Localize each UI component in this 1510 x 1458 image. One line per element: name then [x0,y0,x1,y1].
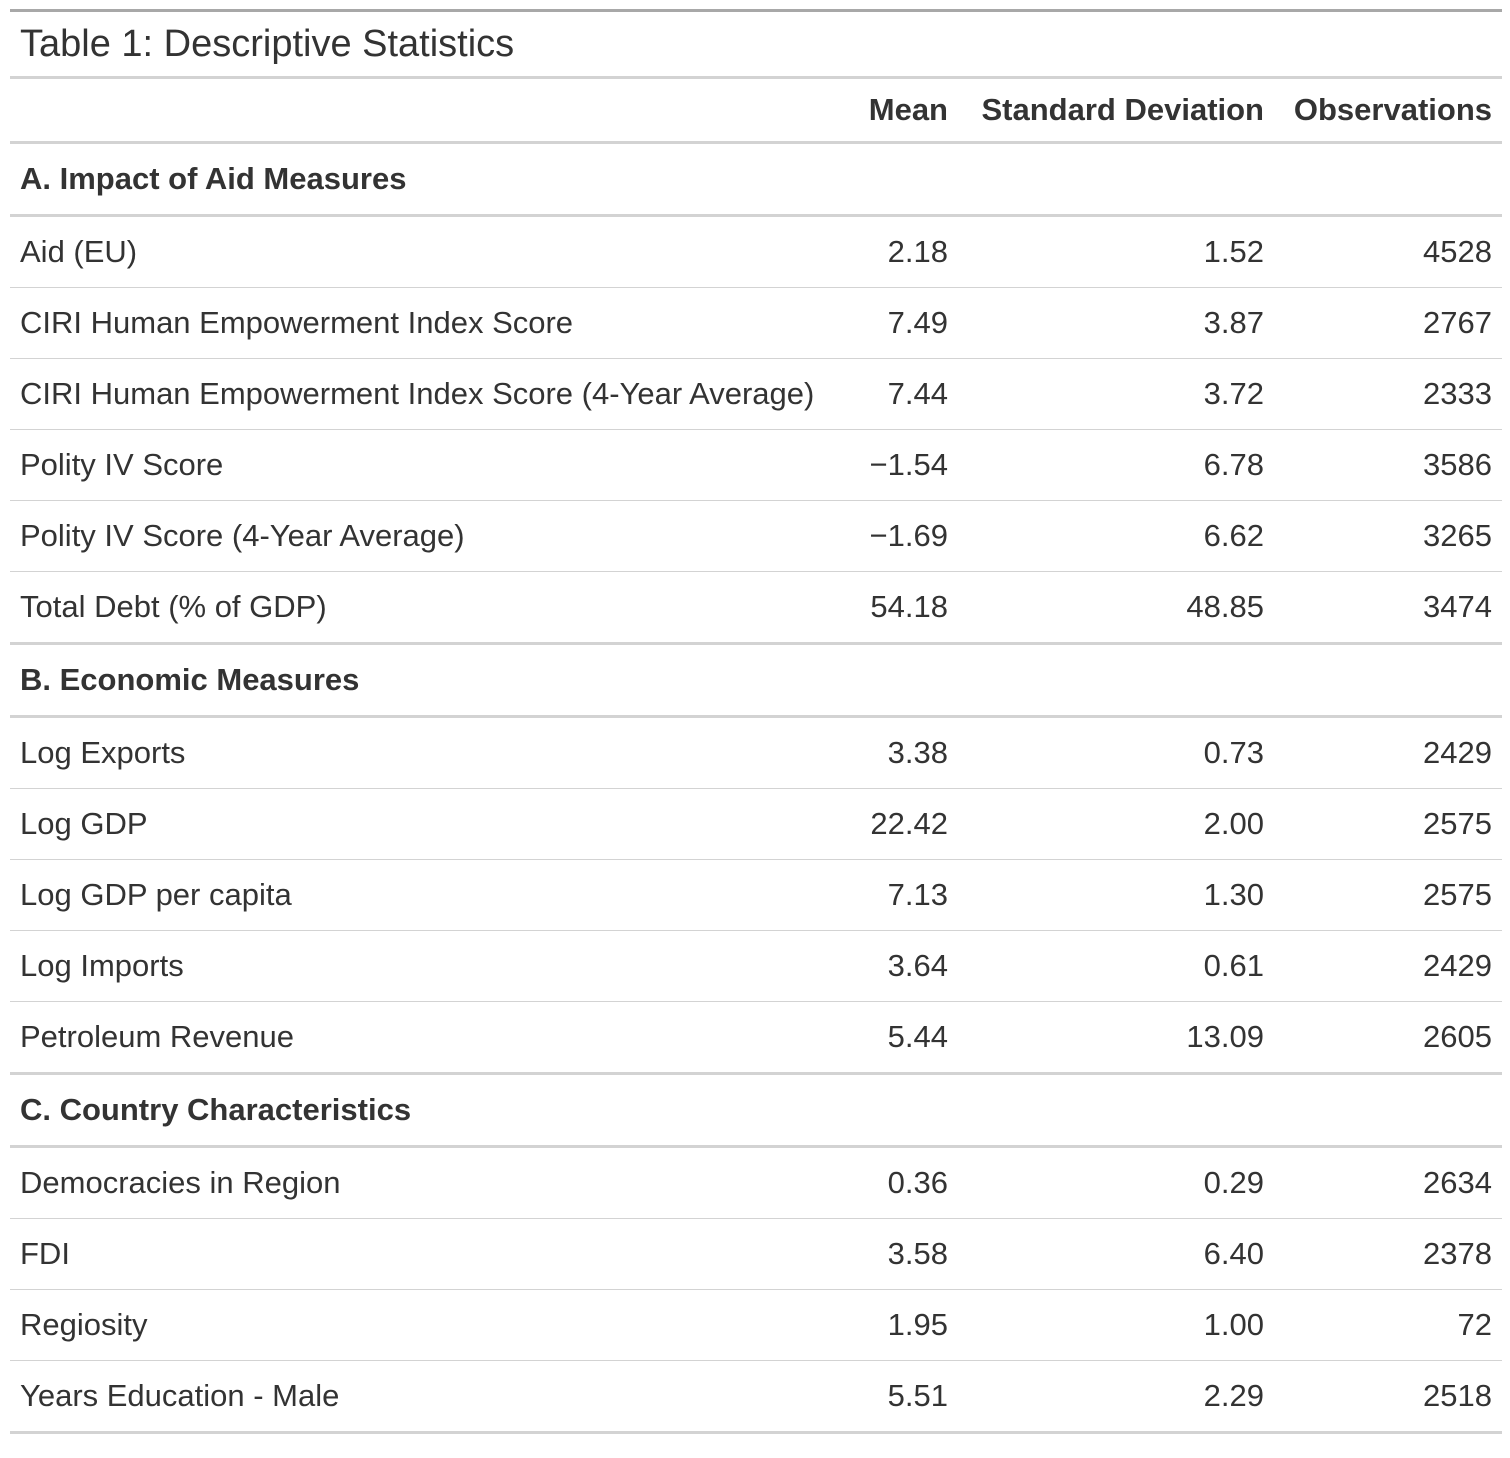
table-title: Table 1: Descriptive Statistics [10,10,1502,79]
cell-mean: 54.18 [848,571,958,644]
table-title-row: Table 1: Descriptive Statistics [10,10,1502,79]
table-row: Years Education - Male 5.51 2.29 2518 [10,1360,1502,1434]
table-row: Petroleum Revenue 5.44 13.09 2605 [10,1001,1502,1074]
table-row: Aid (EU) 2.18 1.52 4528 [10,215,1502,288]
cell-mean: 7.49 [848,287,958,359]
row-label: Log Exports [10,716,848,789]
cell-observations: 3474 [1274,571,1502,644]
column-header-row: Mean Standard Deviation Observations [10,77,1502,144]
cell-observations: 2378 [1274,1218,1502,1290]
cell-observations: 3265 [1274,500,1502,572]
cell-observations: 3586 [1274,429,1502,501]
row-label: Democracies in Region [10,1146,848,1219]
cell-standard-deviation: 1.30 [958,859,1274,931]
table-row: Democracies in Region 0.36 0.29 2634 [10,1146,1502,1219]
table-row: Polity IV Score −1.54 6.78 3586 [10,429,1502,501]
row-label: Log GDP per capita [10,859,848,931]
cell-mean: 3.64 [848,930,958,1002]
cell-mean: 7.13 [848,859,958,931]
row-label: Petroleum Revenue [10,1001,848,1074]
cell-mean: 3.38 [848,716,958,789]
cell-standard-deviation: 6.62 [958,500,1274,572]
cell-observations: 2634 [1274,1146,1502,1219]
table-row: Polity IV Score (4-Year Average) −1.69 6.6… [10,500,1502,572]
row-label: Years Education - Male [10,1360,848,1434]
cell-observations: 4528 [1274,215,1502,288]
cell-standard-deviation: 2.29 [958,1360,1274,1434]
row-label: Polity IV Score (4-Year Average) [10,500,848,572]
row-label: Total Debt (% of GDP) [10,571,848,644]
cell-standard-deviation: 1.00 [958,1289,1274,1361]
group-label: C. Country Characteristics [10,1072,1502,1148]
cell-observations: 2575 [1274,859,1502,931]
group-header-row: A. Impact of Aid Measures [10,141,1502,217]
column-header-observations: Observations [1274,77,1502,144]
group-label: B. Economic Measures [10,642,1502,718]
cell-mean: 5.44 [848,1001,958,1074]
cell-mean: 1.95 [848,1289,958,1361]
table-row: Log Imports 3.64 0.61 2429 [10,930,1502,1002]
column-header-standard-deviation: Standard Deviation [958,77,1274,144]
group-label: A. Impact of Aid Measures [10,141,1502,217]
cell-standard-deviation: 0.61 [958,930,1274,1002]
table-row: Log Exports 3.38 0.73 2429 [10,716,1502,789]
row-label: FDI [10,1218,848,1290]
cell-observations: 2429 [1274,930,1502,1002]
cell-standard-deviation: 2.00 [958,788,1274,860]
row-label: CIRI Human Empowerment Index Score (4-Ye… [10,358,848,430]
group-header-row: C. Country Characteristics [10,1072,1502,1148]
table-row: Log GDP per capita 7.13 1.30 2575 [10,859,1502,931]
table-row: CIRI Human Empowerment Index Score 7.49 3.… [10,287,1502,359]
table-row: Regiosity 1.95 1.00 72 [10,1289,1502,1361]
row-label: CIRI Human Empowerment Index Score [10,287,848,359]
cell-observations: 2429 [1274,716,1502,789]
cell-standard-deviation: 6.40 [958,1218,1274,1290]
row-label: Aid (EU) [10,215,848,288]
cell-observations: 72 [1274,1289,1502,1361]
table-row: Log GDP 22.42 2.00 2575 [10,788,1502,860]
cell-standard-deviation: 3.87 [958,287,1274,359]
cell-mean: −1.54 [848,429,958,501]
cell-standard-deviation: 0.73 [958,716,1274,789]
cell-standard-deviation: 1.52 [958,215,1274,288]
descriptive-statistics-table: Table 1: Descriptive Statistics Mean Sta… [10,9,1502,1434]
cell-mean: 22.42 [848,788,958,860]
table-row: CIRI Human Empowerment Index Score (4-Ye… [10,358,1502,430]
table-row: Total Debt (% of GDP) 54.18 48.85 3474 [10,571,1502,644]
cell-mean: 3.58 [848,1218,958,1290]
descriptive-statistics-table-container: Table 1: Descriptive Statistics Mean Sta… [10,9,1502,1434]
cell-mean: 0.36 [848,1146,958,1219]
row-label: Regiosity [10,1289,848,1361]
cell-observations: 2518 [1274,1360,1502,1434]
cell-observations: 2333 [1274,358,1502,430]
cell-standard-deviation: 6.78 [958,429,1274,501]
table-body: A. Impact of Aid Measures Aid (EU) 2.18 1.5… [10,141,1502,1434]
table-row: FDI 3.58 6.40 2378 [10,1218,1502,1290]
column-header-label [10,77,848,144]
cell-observations: 2575 [1274,788,1502,860]
column-header-mean: Mean [848,77,958,144]
row-label: Polity IV Score [10,429,848,501]
cell-mean: 2.18 [848,215,958,288]
cell-mean: 7.44 [848,358,958,430]
cell-mean: 5.51 [848,1360,958,1434]
group-header-row: B. Economic Measures [10,642,1502,718]
cell-standard-deviation: 48.85 [958,571,1274,644]
cell-standard-deviation: 3.72 [958,358,1274,430]
cell-observations: 2767 [1274,287,1502,359]
cell-observations: 2605 [1274,1001,1502,1074]
cell-mean: −1.69 [848,500,958,572]
cell-standard-deviation: 0.29 [958,1146,1274,1219]
cell-standard-deviation: 13.09 [958,1001,1274,1074]
row-label: Log Imports [10,930,848,1002]
row-label: Log GDP [10,788,848,860]
